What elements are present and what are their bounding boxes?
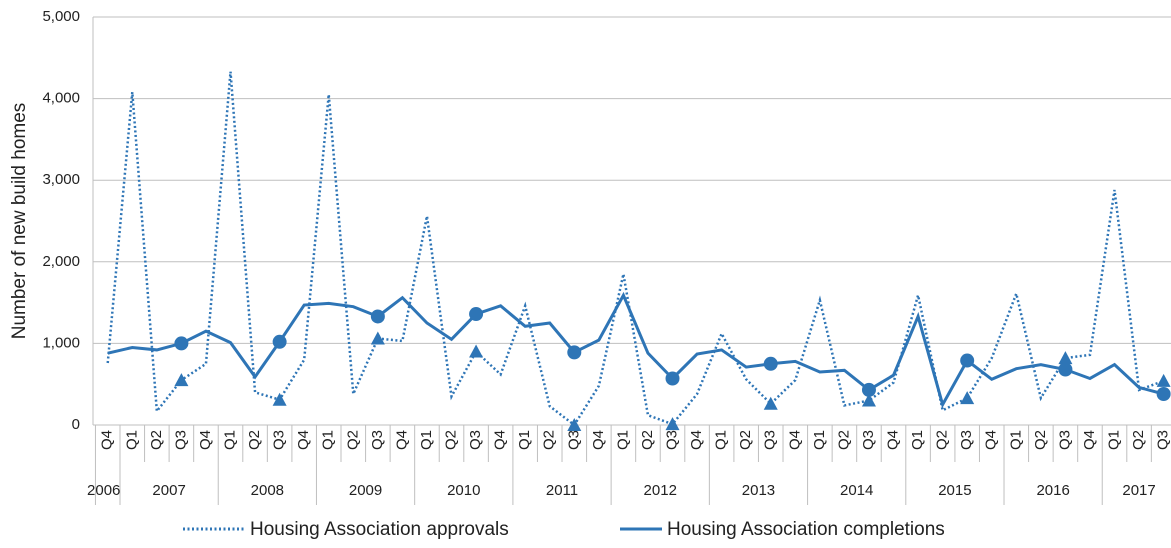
x-tick-label: Q2 (934, 430, 951, 450)
x-tick-label: Q2 (541, 430, 558, 450)
x-tick-label: Q3 (663, 430, 680, 450)
marker (272, 334, 287, 349)
x-group-label: 2015 (938, 482, 971, 499)
x-group-label: 2006 (87, 482, 120, 499)
marker (370, 309, 385, 324)
x-tick-label: Q1 (811, 430, 828, 450)
x-tick-label: Q2 (737, 430, 754, 450)
marker (1156, 373, 1171, 387)
x-tick-label: Q1 (614, 430, 631, 450)
marker (960, 353, 975, 368)
x-tick-label: Q1 (516, 430, 533, 450)
x-tick-label: Q4 (884, 430, 901, 450)
marker (567, 345, 582, 360)
x-tick-label: Q2 (148, 430, 165, 450)
x-group-label: 2007 (152, 482, 185, 499)
marker (1058, 362, 1073, 377)
x-tick-label: Q2 (344, 430, 361, 450)
x-tick-label: Q3 (271, 430, 288, 450)
marker (861, 382, 876, 397)
x-tick-label: Q4 (786, 430, 803, 450)
x-tick-label: Q1 (909, 430, 926, 450)
x-tick-label: Q4 (197, 430, 214, 450)
x-tick-label: Q3 (762, 430, 779, 450)
marker (567, 418, 582, 431)
marker (763, 356, 778, 371)
marker (370, 331, 385, 345)
legend-label: Housing Association approvals (250, 519, 509, 540)
x-tick-label: Q4 (688, 430, 705, 450)
x-tick-label: Q4 (393, 430, 410, 450)
series-line (107, 291, 1165, 409)
x-tick-label: Q3 (1056, 430, 1073, 450)
x-tick-label: Q2 (1130, 430, 1147, 450)
x-tick-label: Q3 (1155, 430, 1171, 450)
x-group-label: 2016 (1036, 482, 1069, 499)
marker (665, 417, 680, 431)
x-tick-label: Q2 (442, 430, 459, 450)
x-tick-label: Q1 (123, 430, 140, 450)
x-tick-label: Q4 (492, 430, 509, 450)
x-tick-label: Q3 (369, 430, 386, 450)
marker (1156, 386, 1171, 401)
x-tick-label: Q1 (713, 430, 730, 450)
x-tick-label: Q1 (320, 430, 337, 450)
x-group-label: 2009 (349, 482, 382, 499)
marker (1058, 351, 1073, 365)
y-tick-label: 2,000 (42, 253, 80, 270)
x-tick-label: Q4 (1081, 430, 1098, 450)
x-group-label: 2008 (251, 482, 284, 499)
marker (469, 344, 484, 358)
x-tick-label: Q4 (99, 430, 116, 450)
y-tick-label: 1,000 (42, 334, 80, 351)
x-tick-label: Q3 (860, 430, 877, 450)
legend-label: Housing Association completions (667, 519, 945, 540)
x-tick-label: Q3 (467, 430, 484, 450)
x-tick-label: Q1 (1105, 430, 1122, 450)
x-group-label: 2011 (546, 482, 578, 499)
x-group-label: 2014 (840, 482, 873, 499)
marker (272, 392, 287, 406)
y-tick-label: 0 (72, 416, 80, 433)
x-group-label: 2017 (1122, 482, 1155, 499)
x-tick-label: Q4 (295, 430, 312, 450)
x-tick-label: Q2 (246, 430, 263, 450)
x-tick-label: Q1 (1007, 430, 1024, 450)
y-tick-label: 5,000 (42, 8, 80, 25)
marker (174, 373, 189, 387)
x-group-label: 2010 (447, 482, 480, 499)
x-tick-label: Q2 (1032, 430, 1049, 450)
marker (861, 393, 876, 407)
x-tick-label: Q4 (590, 430, 607, 450)
y-axis-label: Number of new build homes (9, 103, 30, 340)
x-tick-label: Q3 (565, 430, 582, 450)
x-tick-label: Q2 (639, 430, 656, 450)
y-tick-label: 3,000 (42, 171, 80, 188)
x-tick-label: Q1 (221, 430, 238, 450)
x-group-label: 2012 (644, 482, 677, 499)
y-tick-label: 4,000 (42, 90, 80, 107)
x-group-label: 2013 (742, 482, 775, 499)
marker (469, 307, 484, 322)
x-tick-label: Q3 (958, 430, 975, 450)
x-tick-label: Q2 (835, 430, 852, 450)
x-tick-label: Q3 (172, 430, 189, 450)
marker (174, 336, 189, 351)
marker (665, 371, 680, 386)
marker (960, 391, 975, 405)
x-tick-label: Q1 (418, 430, 435, 450)
marker (763, 396, 778, 410)
x-tick-label: Q4 (983, 430, 1000, 450)
